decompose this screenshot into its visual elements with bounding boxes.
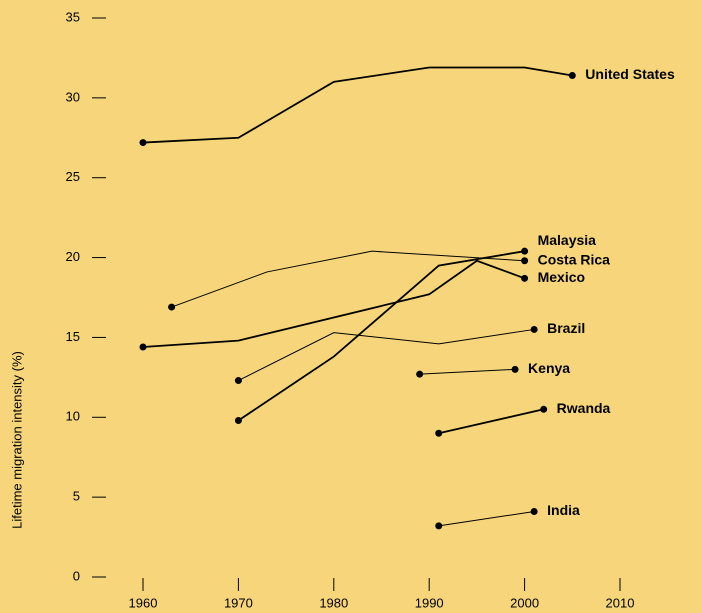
y-tick-label: 0: [73, 568, 80, 583]
x-tick-label: 1960: [129, 595, 158, 610]
line: [238, 328, 535, 381]
y-tick-label: 20: [66, 249, 80, 264]
point: [234, 416, 242, 424]
point: [435, 522, 443, 530]
x-tick-label: 1970: [224, 595, 253, 610]
point: [168, 303, 176, 311]
line: [171, 250, 525, 308]
x-tick-label: 2000: [510, 595, 539, 610]
line: [142, 259, 525, 348]
point: [435, 429, 443, 437]
point: [521, 274, 529, 282]
point: [540, 405, 548, 413]
y-tick-label: 25: [66, 169, 80, 184]
series-label: Costa Rica: [538, 251, 611, 267]
point: [521, 247, 529, 255]
x-tick-label: 1990: [415, 595, 444, 610]
series-label: Brazil: [547, 320, 585, 336]
series-label: India: [547, 502, 580, 518]
y-tick-label: 10: [66, 409, 80, 424]
point: [139, 139, 147, 147]
line: [142, 66, 573, 144]
y-tick-label: 30: [66, 89, 80, 104]
x-tick-label: 1980: [319, 595, 348, 610]
line: [438, 408, 544, 435]
point: [511, 365, 519, 373]
series-label: Malaysia: [538, 232, 597, 248]
point: [530, 325, 538, 333]
line: [419, 368, 516, 375]
point: [521, 257, 529, 265]
x-tick-label: 2010: [606, 595, 635, 610]
y-axis-label: Lifetime migration intensity (%): [9, 351, 24, 529]
line: [237, 250, 525, 422]
point: [234, 377, 242, 385]
series-label: Rwanda: [557, 400, 611, 416]
point: [139, 343, 147, 351]
series-label: Mexico: [538, 269, 585, 285]
y-tick-label: 5: [73, 489, 80, 504]
point: [568, 71, 576, 79]
series-label: United States: [585, 66, 675, 82]
point: [416, 370, 424, 378]
y-tick-label: 35: [66, 9, 80, 24]
y-tick-label: 15: [66, 329, 80, 344]
line: [438, 511, 535, 527]
point: [530, 508, 538, 516]
series-label: Kenya: [528, 360, 570, 376]
